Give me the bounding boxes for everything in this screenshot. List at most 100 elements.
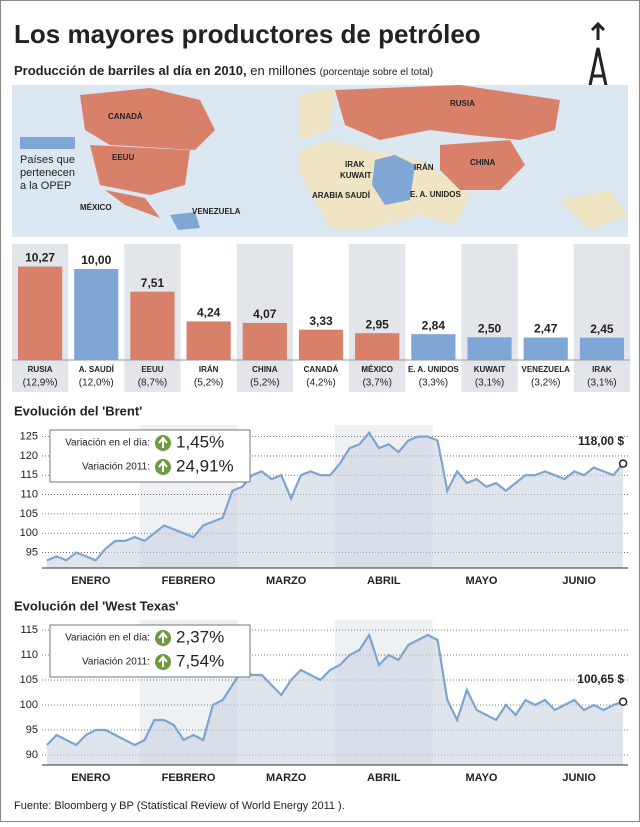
y-tick-label: 115 [20, 624, 38, 636]
x-tick-label: FEBRERO [162, 575, 216, 587]
value-label: 2,45 [590, 322, 614, 336]
value-label: 3,33 [309, 314, 333, 328]
opec-gulf [372, 155, 415, 205]
share-label: (3,1%) [587, 378, 616, 389]
category-label: VENEZUELA [522, 365, 571, 374]
y-tick-label: 105 [20, 508, 38, 520]
column-bg [573, 244, 630, 392]
bar [242, 322, 287, 360]
up-arrow [158, 631, 168, 643]
map-label: IRAK [345, 160, 365, 169]
value-label: 2,95 [366, 317, 390, 331]
map-label: KUWAIT [340, 171, 372, 180]
line [46, 632, 624, 747]
value-label: 10,27 [25, 251, 55, 265]
y-tick-label: 100 [20, 699, 38, 711]
annotation-value: 1,45% [176, 432, 224, 451]
value-label: 4,24 [197, 306, 221, 320]
x-tick-label: JUNIO [562, 772, 596, 784]
land [300, 88, 335, 140]
x-tick-label: JUNIO [562, 575, 596, 587]
legend-text: pertenecen [20, 167, 75, 179]
share-label: (3,3%) [419, 378, 448, 389]
bar [579, 337, 624, 360]
category-label: MÉXICO [361, 365, 393, 374]
x-tick-label: MAYO [466, 575, 498, 587]
legend-text: Países que [20, 154, 75, 166]
map-label: E. A. UNIDOS [410, 190, 461, 199]
area [46, 635, 624, 765]
value-label: 10,00 [81, 253, 111, 267]
china [440, 140, 525, 190]
category-label: RUSIA [28, 365, 53, 374]
annotation-label: Variación 2011: [82, 462, 150, 473]
x-tick-label: ENERO [71, 772, 111, 784]
bar [467, 337, 512, 360]
area [46, 432, 624, 568]
end-label: 118,00 $ [578, 434, 624, 448]
map-label: CHINA [470, 158, 496, 167]
map-label: EEUU [112, 153, 134, 162]
subtitle: Producción de barriles al día en 2010, e… [14, 63, 433, 78]
share-label: (8,7%) [138, 378, 167, 389]
map-label: MÉXICO [80, 203, 112, 212]
bar [411, 334, 456, 360]
map: Países que pertenecen a la OPEP CANADÁ E… [12, 85, 628, 237]
column-bg [461, 244, 518, 392]
up-arrow [158, 436, 168, 448]
bar [74, 269, 119, 360]
category-label: A. SAUDÍ [79, 365, 115, 374]
value-label: 2,47 [534, 322, 558, 336]
bar [130, 291, 175, 360]
map-label: VENEZUELA [192, 207, 241, 216]
annotation-label: Variación en el día: [65, 633, 150, 644]
bar [18, 266, 63, 360]
x-tick-label: MARZO [266, 575, 307, 587]
category-label: CHINA [252, 365, 278, 374]
legend-text: a la OPEP [20, 180, 71, 192]
up-arrow [158, 460, 168, 472]
x-tick-label: MAYO [466, 772, 498, 784]
subtitle-normal: en millones [250, 63, 316, 78]
info-box [49, 624, 251, 678]
map-label: CANADÁ [108, 112, 143, 121]
category-label: CANADÁ [304, 365, 339, 374]
x-tick-label: ABRIL [367, 575, 401, 587]
annotation-value: 7,54% [176, 651, 224, 670]
line [46, 430, 624, 562]
share-label: (12,0%) [79, 378, 114, 389]
bar [186, 321, 231, 360]
canada [80, 88, 215, 150]
y-tick-label: 95 [26, 546, 38, 558]
y-tick-label: 105 [20, 674, 38, 686]
bar [298, 329, 344, 360]
mexico [105, 190, 160, 218]
end-marker [618, 459, 628, 468]
column-bg [349, 244, 406, 392]
y-tick-label: 110 [20, 649, 38, 661]
map-label: IRÁN [414, 163, 434, 172]
bar [355, 333, 400, 360]
y-tick-label: 110 [20, 488, 38, 500]
usa [90, 145, 190, 195]
share-label: (4,2%) [306, 378, 335, 389]
value-label: 2,50 [478, 321, 502, 335]
category-label: KUWAIT [474, 365, 506, 374]
y-tick-label: 125 [20, 431, 38, 443]
annotation-value: 2,37% [176, 627, 224, 646]
share-label: (3,2%) [531, 378, 560, 389]
share-label: (5,2%) [250, 378, 279, 389]
x-tick-label: MARZO [266, 772, 307, 784]
bar [523, 337, 568, 360]
title: Los mayores productores de petróleo [14, 19, 481, 49]
value-label: 4,07 [253, 307, 277, 321]
end-marker [618, 697, 628, 706]
russia [335, 85, 560, 140]
annotation-label: Variación en el día: [65, 438, 150, 449]
category-label: IRAK [592, 365, 612, 374]
column-bg [236, 244, 293, 392]
subtitle-bold: Producción de barriles al día en 2010, [14, 63, 247, 78]
map-label: RUSIA [450, 99, 475, 108]
info-box [49, 429, 251, 483]
